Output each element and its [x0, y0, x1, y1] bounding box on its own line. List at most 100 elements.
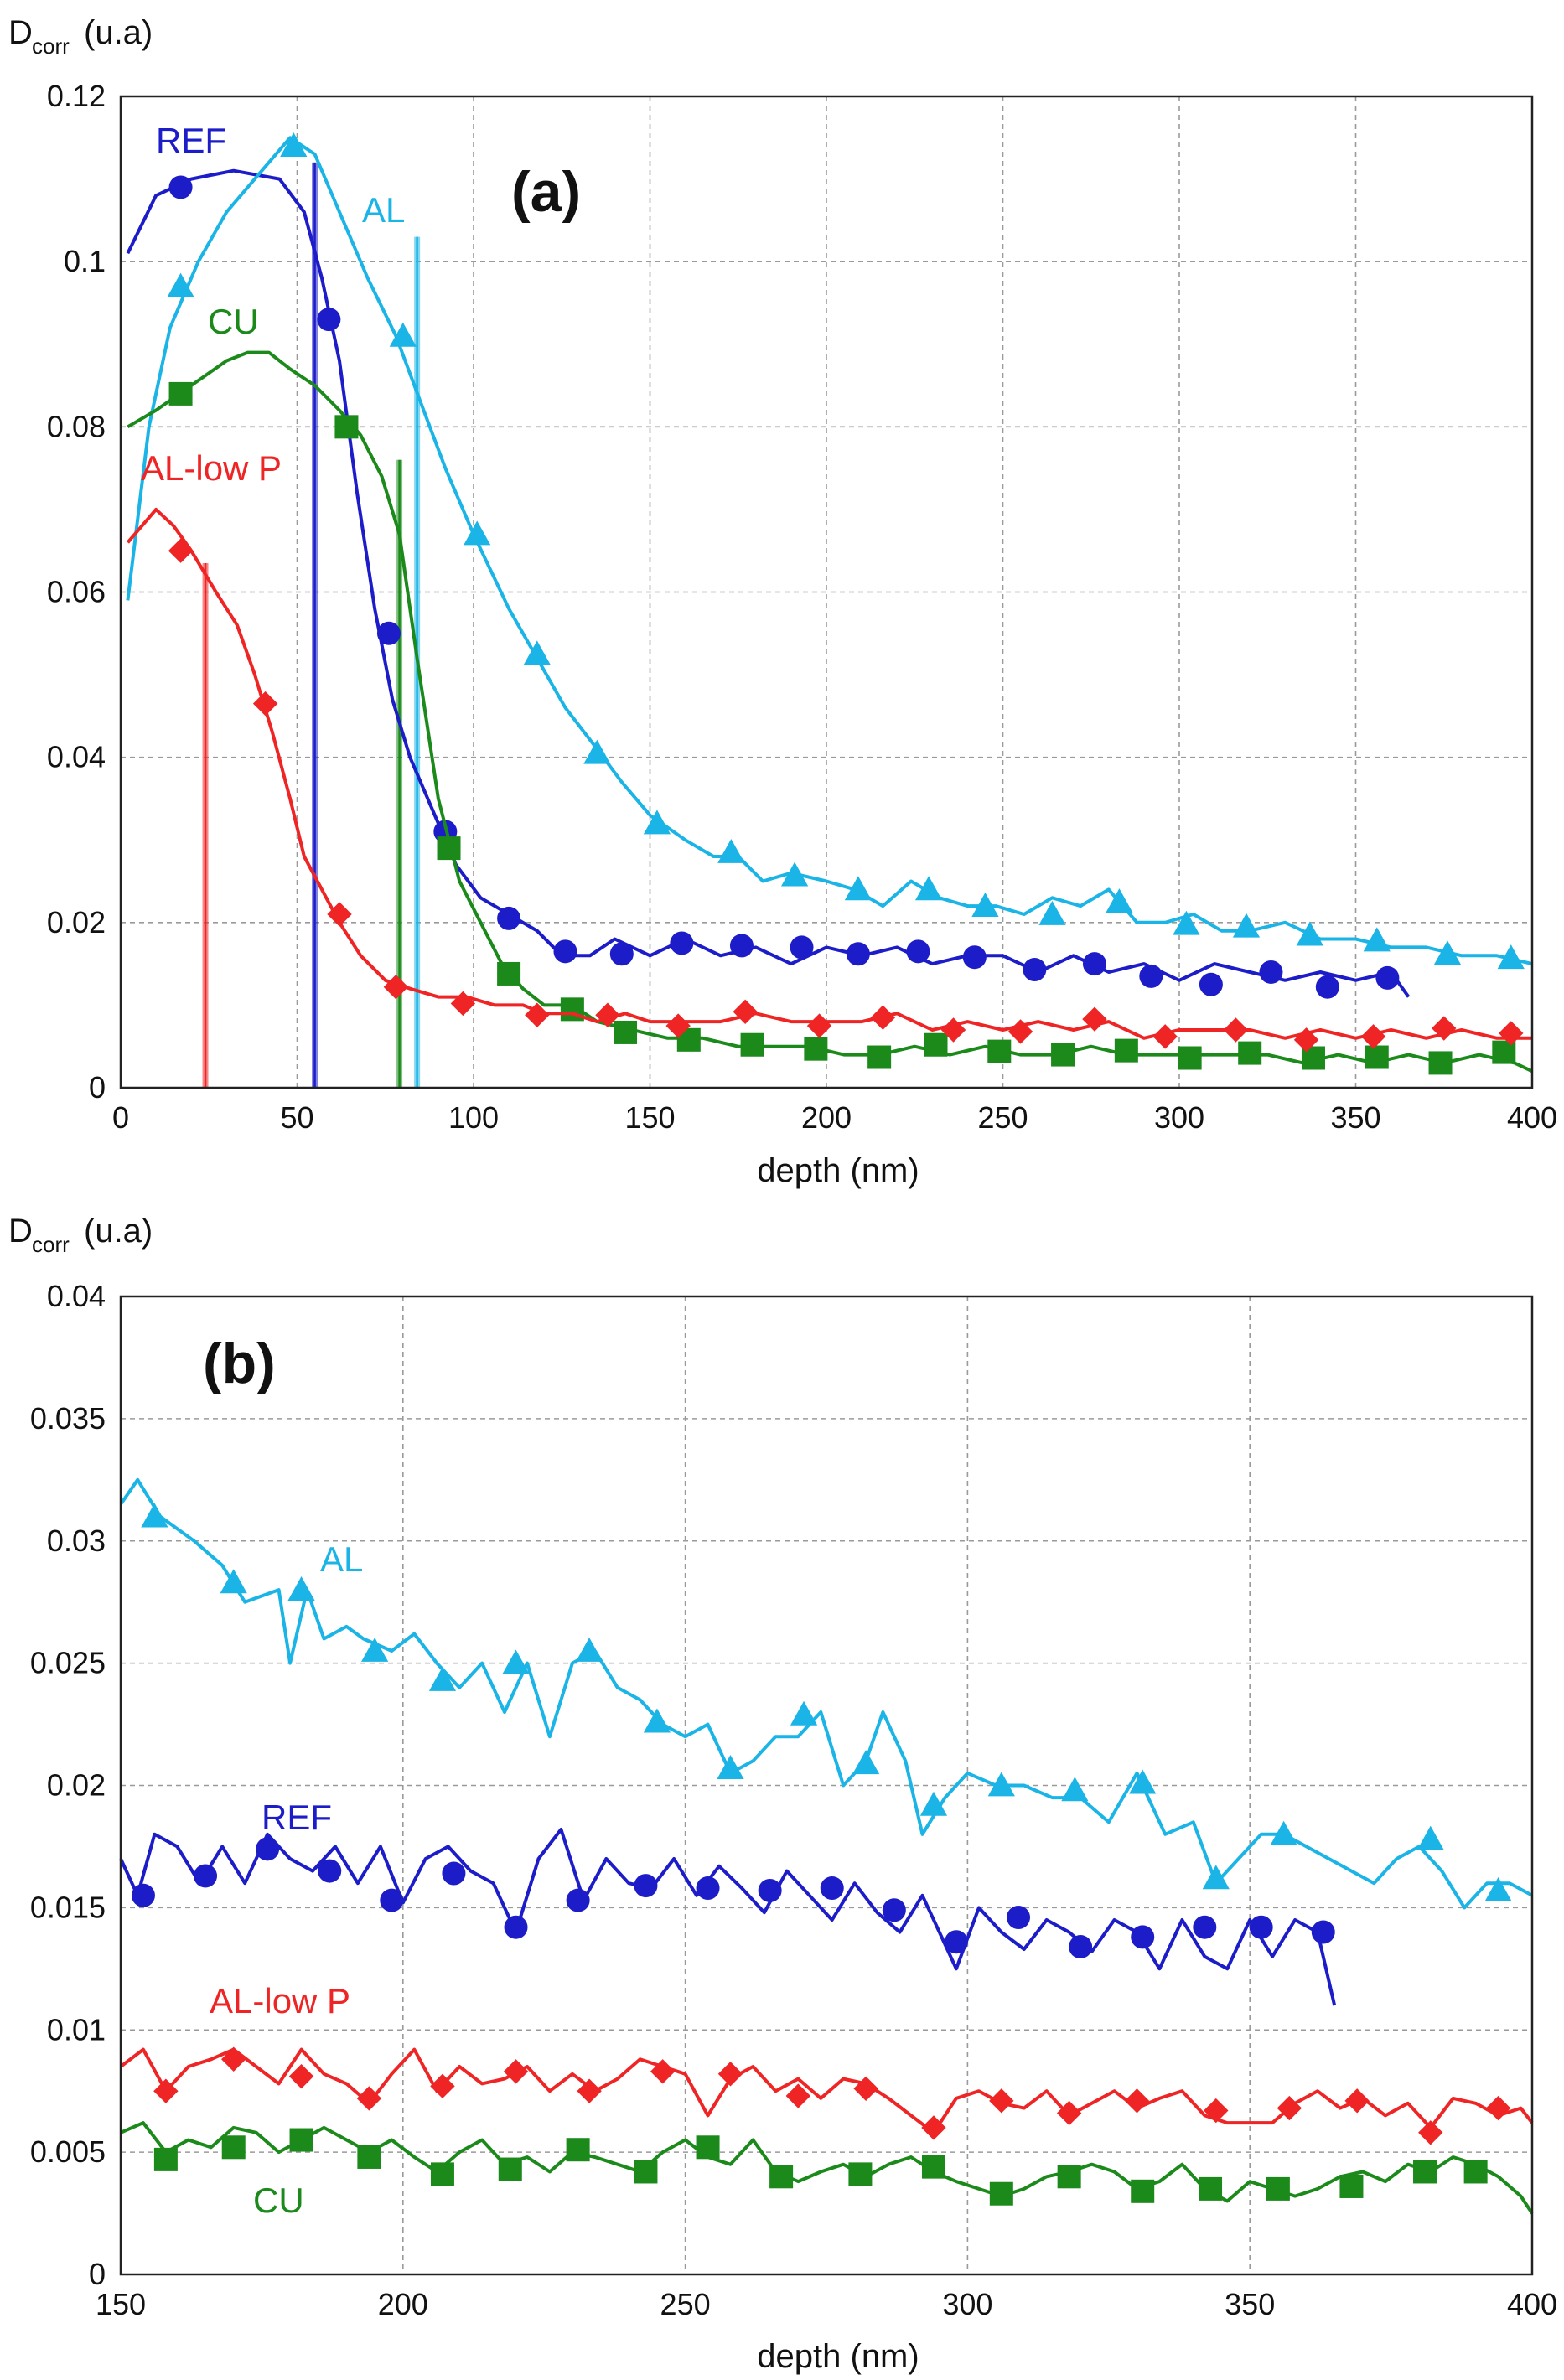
- panel-a-label-al: AL: [362, 190, 405, 230]
- panel-b-grid: [121, 1296, 1532, 2274]
- panel-b-point-al-low-p: [1418, 2120, 1443, 2145]
- panel-b-label-al: AL: [320, 1539, 363, 1579]
- panel-a-point-al: [844, 876, 872, 901]
- panel-b-point-al-low-p: [853, 2076, 878, 2101]
- panel-b-series-ref: [119, 1828, 1337, 2006]
- panel-a-point-ref: [553, 939, 577, 964]
- panel-b-point-ref: [1007, 1906, 1031, 1930]
- panel-b-point-ref: [634, 1874, 658, 1898]
- panel-a-label-ref: REF: [156, 121, 226, 160]
- panel-a-point-al: [971, 892, 999, 917]
- panel-b-xtick-label: 250: [660, 2287, 711, 2321]
- panel-a-point-al-low-p: [327, 902, 352, 927]
- panel-b-point-cu: [430, 2162, 454, 2186]
- panel-a-point-al: [280, 132, 308, 158]
- panel-b-point-al-low-p: [288, 2063, 314, 2089]
- panel-a-point-al: [1232, 913, 1261, 938]
- panel-a-line-cu: [127, 350, 1533, 1074]
- panel-a-point-al-low-p: [940, 1017, 966, 1043]
- panel-b-point-al-low-p: [921, 2115, 946, 2140]
- panel-a-point-al-low-p: [733, 999, 758, 1025]
- panel-b-series-al-low-p: [119, 2046, 1534, 2145]
- panel-a-xtick-label: 200: [801, 1100, 852, 1135]
- panel-a-ytick-label: 0: [89, 1070, 106, 1105]
- panel-a-point-al-low-p: [168, 538, 194, 563]
- panel-b-point-al-low-p: [1124, 2088, 1150, 2114]
- panel-b-point-ref: [820, 1876, 844, 1901]
- panel-a-ytick-label: 0.12: [47, 79, 106, 113]
- panel-a-point-ref: [609, 942, 634, 966]
- panel-a-point-al: [1363, 927, 1391, 952]
- panel-a-point-al-low-p: [1007, 1019, 1033, 1044]
- panel-a-series-cu: [127, 350, 1533, 1075]
- panel-a-point-cu: [987, 1039, 1012, 1063]
- panel-a-point-cu: [1114, 1038, 1138, 1063]
- panel-b-point-al-low-p: [153, 2078, 179, 2103]
- panel-a-point-ref: [497, 906, 521, 930]
- panel-b-title: (b): [203, 1332, 276, 1395]
- panel-a-xtick-label: 300: [1154, 1100, 1204, 1135]
- panel-a-point-al: [643, 810, 671, 835]
- panel-b-frame: [119, 1295, 1534, 2276]
- panel-a-point-cu: [1178, 1046, 1202, 1070]
- panel-b-label-cu: CU: [253, 2181, 304, 2220]
- panel-b-point-ref: [318, 1859, 342, 1883]
- panel-a-point-ref: [1139, 964, 1163, 988]
- panel-b-line-al-low-p: [119, 2047, 1534, 2134]
- panel-b-xlabel: depth (nm): [757, 2338, 919, 2375]
- panel-a-point-al-low-p: [1152, 1024, 1178, 1049]
- panel-b-xtick-label: 200: [378, 2287, 428, 2321]
- panel-b-series-al: [119, 1477, 1533, 1910]
- panel-a-point-al: [1497, 944, 1525, 970]
- panel-a-point-cu: [1238, 1041, 1262, 1065]
- panel-b-ytick-label: 0.02: [47, 1768, 106, 1803]
- panel-a-point-al-low-p: [1432, 1016, 1457, 1041]
- panel-a-point-ref: [168, 175, 193, 199]
- panel-a-point-al: [1433, 940, 1462, 965]
- panel-b-point-cu: [357, 2145, 381, 2169]
- panel-b-ytick-label: 0.015: [30, 1890, 106, 1924]
- panel-a-ytick-label: 0.06: [47, 575, 106, 609]
- panel-b-point-al: [987, 1772, 1015, 1797]
- panel-b-point-al-low-p: [1056, 2100, 1082, 2126]
- panel-b-point-ref: [256, 1837, 280, 1861]
- panel-b-point-cu: [1339, 2174, 1364, 2198]
- panel-b-point-ref: [696, 1876, 720, 1901]
- panel-b-point-cu: [769, 2165, 794, 2189]
- panel-a-point-ref: [1023, 958, 1047, 982]
- panel-b-label-ref: REF: [262, 1798, 332, 1837]
- panel-b-point-ref: [944, 1930, 968, 1954]
- panel-b-ytick-label: 0.005: [30, 2134, 106, 2169]
- panel-a-xtick-label: 50: [280, 1100, 313, 1135]
- panel-a-point-ref: [376, 621, 401, 645]
- panel-b-point-cu: [1199, 2176, 1223, 2201]
- panel-b-point-al: [1129, 1769, 1157, 1794]
- panel-a-point-ref: [1315, 975, 1339, 999]
- panel-a-point-ref: [1375, 965, 1400, 990]
- panel-a-point-al-low-p: [1499, 1021, 1524, 1046]
- panel-b-point-al: [220, 1569, 247, 1594]
- panel-a-point-cu: [497, 961, 521, 986]
- panel-b-point-cu: [289, 2128, 313, 2152]
- panel-b-ylabel: D corr (u.a): [8, 1213, 153, 1257]
- panel-a-point-cu: [168, 381, 193, 406]
- panel-b-point-ref: [1249, 1915, 1273, 1939]
- panel-a-point-al: [1296, 921, 1323, 946]
- panel-b-point-al-low-p: [221, 2046, 246, 2072]
- panel-a-point-ref: [790, 935, 814, 960]
- panel-b-point-ref: [882, 1898, 906, 1922]
- panel-b-ytick-label: 0.035: [30, 1401, 106, 1436]
- panel-b-point-cu: [221, 2135, 246, 2160]
- panel-a-point-al-low-p: [525, 1002, 550, 1027]
- panel-a-series-al: [126, 132, 1533, 970]
- panel-b-point-cu: [153, 2147, 178, 2171]
- panel-a-point-cu: [1365, 1045, 1389, 1069]
- panel-b-point-al-low-p: [650, 2059, 676, 2084]
- panel-a-series-al-low-p: [126, 507, 1532, 1053]
- panel-a-ylabel-unit: (u.a): [84, 14, 153, 51]
- panel-a-point-cu: [740, 1032, 764, 1057]
- panel-a-point-al: [523, 640, 551, 665]
- panel-a-chart: D corr (u.a) 0 50 100 150 200 250 300 350 400 00…: [8, 14, 1557, 1189]
- panel-a-point-al-low-p: [383, 975, 409, 1000]
